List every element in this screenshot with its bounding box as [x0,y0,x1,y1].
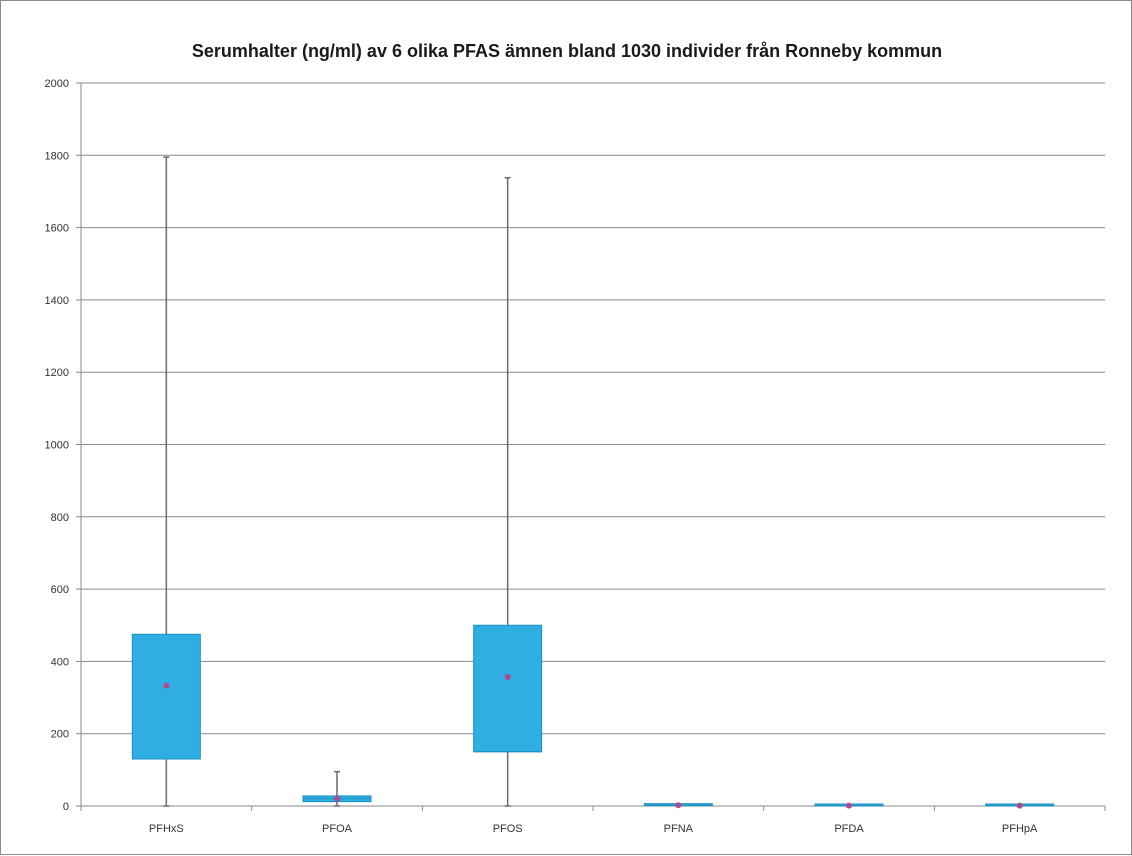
mean-marker [163,682,170,689]
x-category-label: PFHxS [149,823,184,835]
y-tick-label: 0 [63,801,69,813]
y-tick-label: 1800 [45,150,69,162]
box-plot-pfos [473,176,543,807]
mean-marker [504,673,511,680]
y-tick-label: 1200 [45,367,69,379]
y-tick-label: 200 [51,729,69,741]
box-plot-pfhpa [985,802,1055,809]
box-plot-pfda [814,802,884,809]
box-plot-pfoa [302,770,372,807]
x-category-label: PFDA [834,823,864,835]
x-category-label: PFNA [664,823,694,835]
axis-layer: 0 200 400 600 800 1000 1200 1400 1600 1800 2000 [45,78,1106,813]
y-tick-label: 1000 [45,440,69,452]
y-tick-label: 1400 [45,295,69,307]
box-iqr [473,624,543,753]
box-plot-pfna [643,802,713,809]
x-category-label: PFOA [322,823,353,835]
mean-marker [675,802,682,809]
mean-marker [334,795,340,802]
box-plot-pfhxs [131,156,201,807]
y-tick-label: 1600 [45,223,69,235]
x-category-label: PFHpA [1002,823,1038,835]
label-layer: PFHxS PFOA PFOS PFNA PFDA PFHpA [149,823,1038,835]
y-tick-label: 2000 [45,78,69,90]
mean-marker [846,802,852,809]
mean-marker [1016,802,1023,809]
y-tick-label: 400 [51,656,69,668]
box-layer [131,156,1055,809]
box-iqr [131,633,201,760]
grid-layer [81,82,1105,735]
chart-title: Serumhalter (ng/ml) av 6 olika PFAS ämne… [192,41,942,61]
y-tick-label: 800 [51,512,69,524]
x-category-label: PFOS [493,823,523,835]
y-tick-label: 600 [51,584,69,596]
